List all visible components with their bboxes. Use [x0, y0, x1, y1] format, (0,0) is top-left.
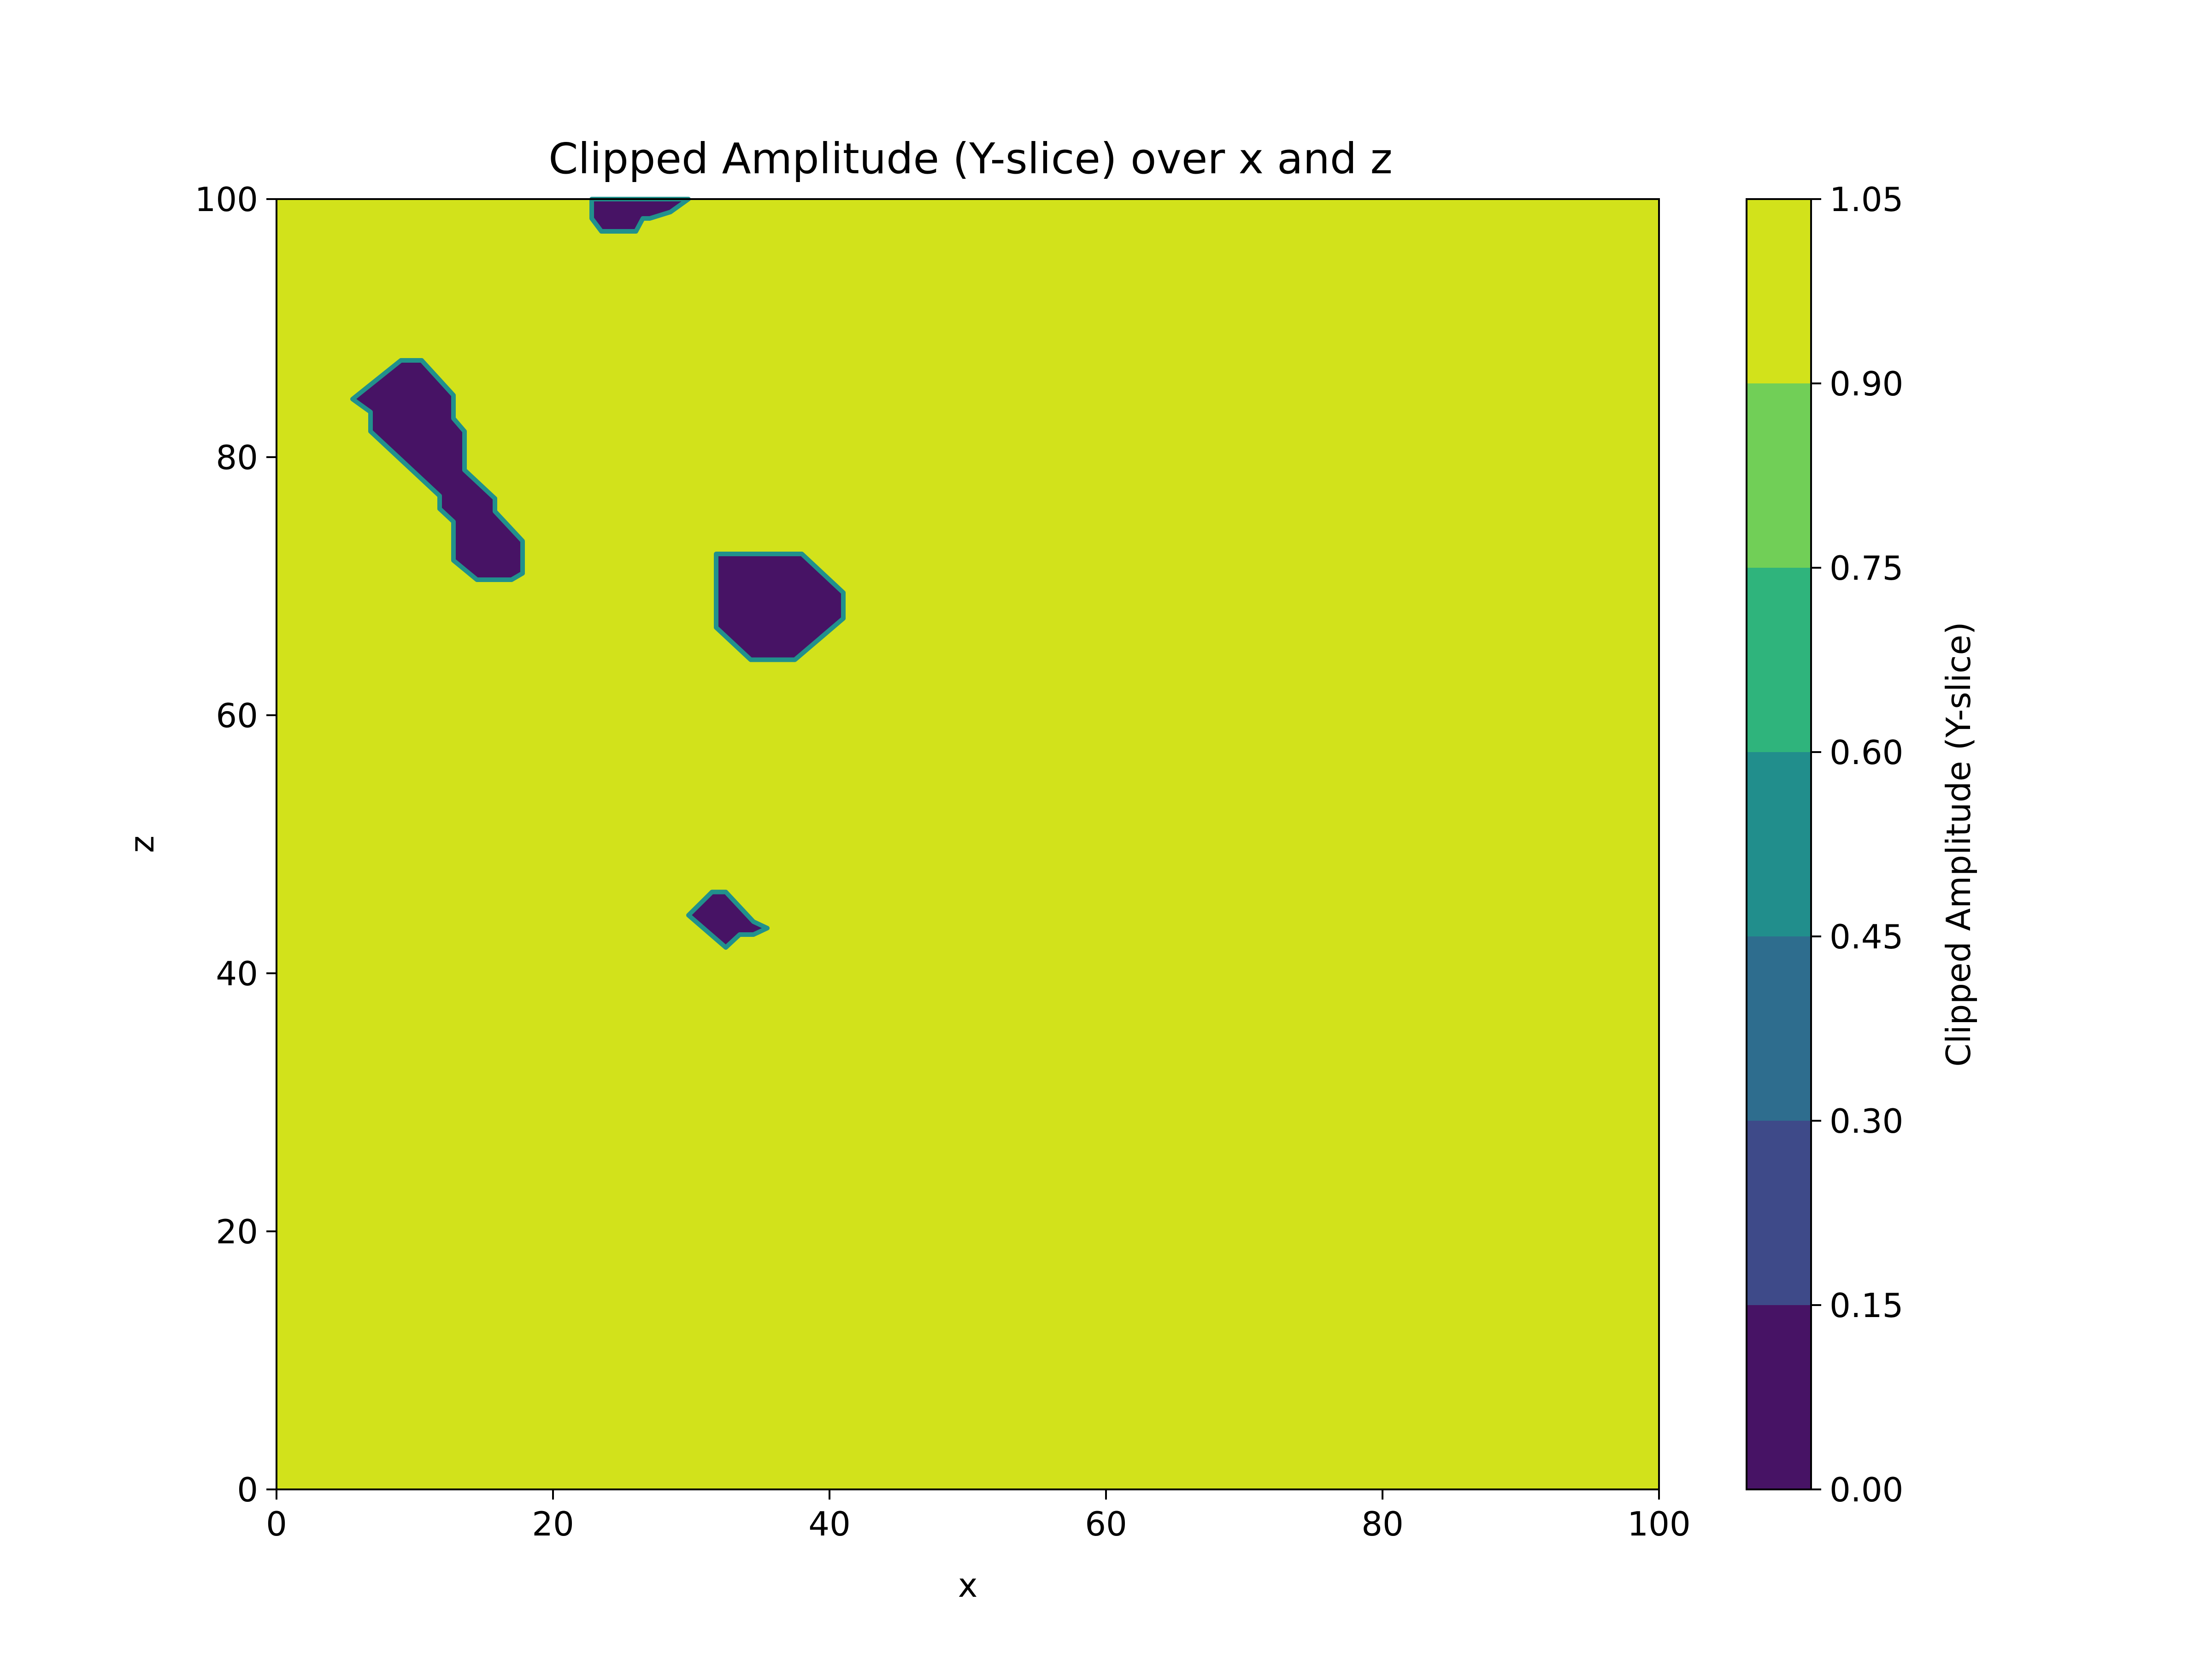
x-tick-label: 0	[266, 1505, 287, 1543]
colorbar-tick-label: 0.15	[1830, 1286, 1903, 1325]
colorbar-band	[1747, 752, 1811, 936]
colorbar: 0.00 0.15 0.30 0.45 0.60 0.75 0.90 1.05 Clipped…	[1746, 180, 1978, 1509]
y-tick-label: 0	[237, 1471, 258, 1509]
plot-area	[276, 197, 1660, 1490]
y-tick-label: 80	[216, 438, 258, 477]
y-tick-label: 100	[195, 180, 258, 219]
colorbar-band	[1747, 936, 1811, 1121]
colorbar-band	[1747, 568, 1811, 752]
heatmap-background	[276, 199, 1659, 1489]
x-tick-label: 60	[1085, 1505, 1127, 1543]
x-axis-ticks: 0 20 40 60 80 100	[266, 1489, 1691, 1543]
colorbar-tick-label: 1.05	[1830, 180, 1903, 219]
x-tick-label: 100	[1627, 1505, 1690, 1543]
colorbar-band	[1747, 1121, 1811, 1305]
chart-title: Clipped Amplitude (Y-slice) over x and z	[548, 134, 1393, 183]
y-axis-ticks: 0 20 40 60 80 100	[195, 180, 276, 1509]
colorbar-tick-label: 0.60	[1830, 733, 1903, 772]
plot-frame	[276, 198, 1660, 1490]
low-amplitude-region-4	[686, 889, 770, 950]
colorbar-band	[1747, 199, 1811, 383]
low-amplitude-regions	[350, 197, 846, 950]
low-amplitude-region-1	[350, 358, 525, 582]
colorbar-band	[1747, 1305, 1811, 1489]
y-tick-label: 40	[216, 954, 258, 993]
colorbar-frame	[1746, 198, 1812, 1490]
low-amplitude-region-2	[589, 197, 691, 234]
y-tick-label: 60	[216, 696, 258, 735]
colorbar-tick-label: 0.00	[1830, 1471, 1903, 1509]
x-axis-label: x	[958, 1566, 978, 1605]
colorbar-ticks: 0.00 0.15 0.30 0.45 0.60 0.75 0.90 1.05	[1811, 180, 1903, 1509]
colorbar-tick-label: 0.75	[1830, 549, 1903, 588]
colorbar-bands	[1747, 199, 1811, 1489]
low-amplitude-region-3	[714, 552, 846, 662]
colorbar-band	[1747, 383, 1811, 568]
x-tick-label: 40	[808, 1505, 851, 1543]
y-tick-label: 20	[216, 1212, 258, 1251]
y-axis-label: z	[123, 835, 161, 853]
colorbar-tick-label: 0.45	[1830, 918, 1903, 956]
colorbar-tick-label: 0.30	[1830, 1102, 1903, 1141]
colorbar-label: Clipped Amplitude (Y-slice)	[1939, 622, 1978, 1066]
x-tick-label: 80	[1361, 1505, 1404, 1543]
colorbar-tick-label: 0.90	[1830, 365, 1903, 403]
x-tick-label: 20	[532, 1505, 574, 1543]
